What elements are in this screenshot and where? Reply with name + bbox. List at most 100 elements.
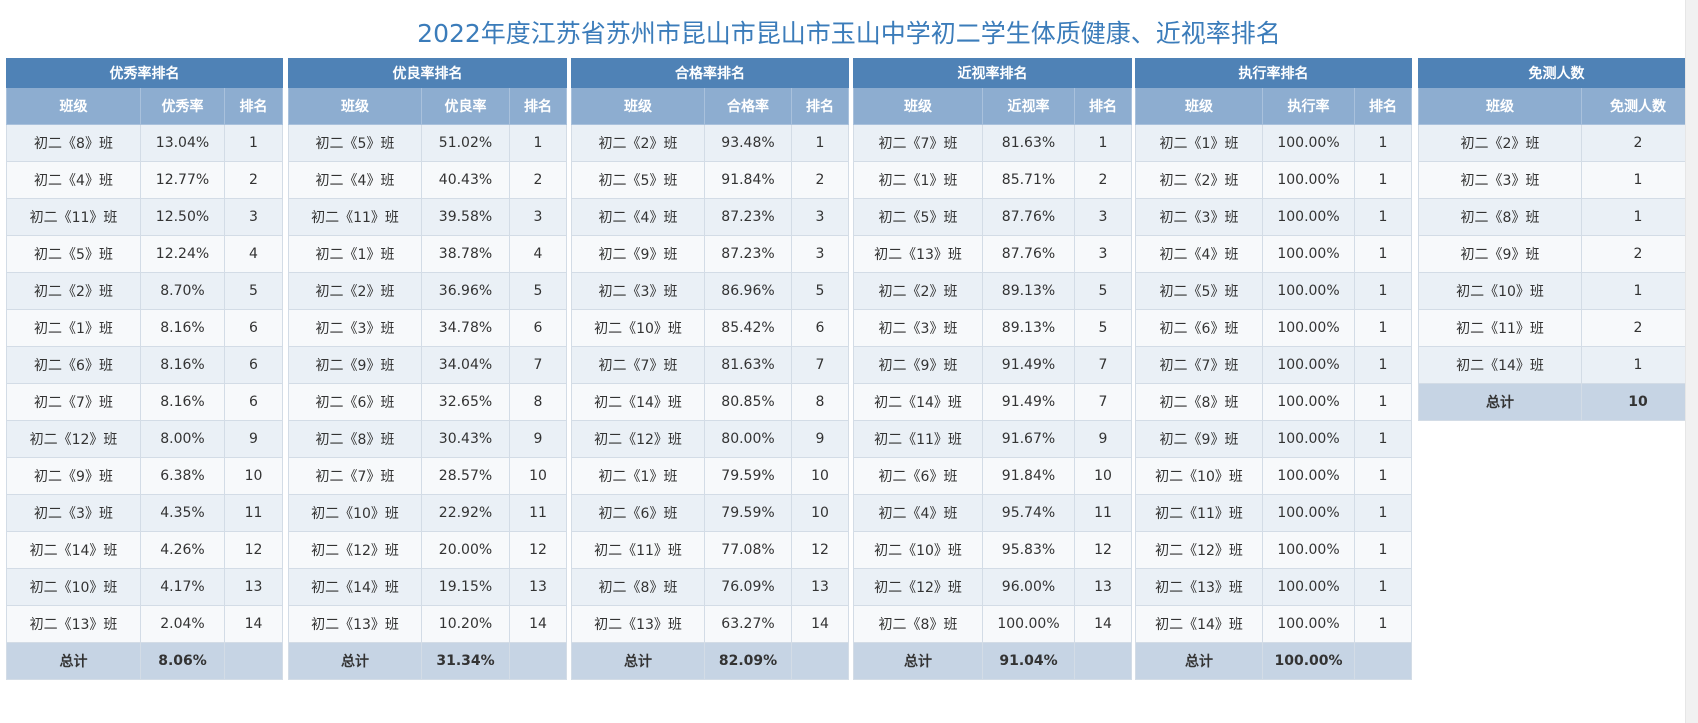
table-row: 初二《8》班 30.43% 9	[288, 420, 568, 458]
table-cell: 初二《10》班	[288, 494, 422, 532]
table-row: 初二《2》班 89.13% 5	[853, 272, 1133, 310]
table-row: 初二《13》班 63.27% 14	[571, 605, 850, 643]
total-cell: 总计	[853, 642, 983, 680]
table-cell: 初二《13》班	[853, 235, 983, 273]
table-cell: 85.42%	[704, 309, 792, 347]
table-row: 初二《12》班 80.00% 9	[571, 420, 850, 458]
total-row: 总计 82.09%	[571, 642, 850, 680]
table-cell: 初二《5》班	[288, 124, 422, 162]
total-cell: 总计	[571, 642, 705, 680]
pass-rate-table: 合格率排名 班级 合格率 排名 初二《2》班 93.48% 1 初二《5》班 91.84% 2 初二…	[570, 58, 850, 680]
table-cell: 81.63%	[704, 346, 792, 384]
table-cell: 初二《8》班	[6, 124, 141, 162]
table-cell: 20.00%	[421, 531, 510, 569]
table-cell: 初二《1》班	[1135, 124, 1263, 162]
table-cell: 100.00%	[1262, 235, 1355, 273]
column-header: 排名	[1353, 87, 1413, 125]
table-cell: 96.00%	[982, 568, 1075, 606]
table-cell: 51.02%	[421, 124, 510, 162]
table-cell: 6	[790, 309, 850, 347]
table-cell: 初二《14》班	[1418, 346, 1582, 384]
table-header-row: 班级 执行率 排名	[1135, 87, 1413, 125]
page-title: 2022年度江苏省苏州市昆山市昆山市玉山中学初二学生体质健康、近视率排名	[417, 19, 1281, 48]
table-row: 初二《8》班 100.00% 1	[1135, 383, 1413, 421]
table-cell: 34.04%	[421, 346, 510, 384]
execution-rate-table: 执行率排名 班级 执行率 排名 初二《1》班 100.00% 1 初二《2》班 100.00% 1…	[1134, 58, 1413, 680]
table-cell: 63.27%	[704, 605, 792, 643]
table-cell: 91.67%	[982, 420, 1075, 458]
table-row: 初二《9》班 91.49% 7	[853, 346, 1133, 384]
table-row: 初二《10》班 95.83% 12	[853, 531, 1133, 569]
table-row: 初二《3》班 100.00% 1	[1135, 198, 1413, 236]
table-cell: 36.96%	[421, 272, 510, 310]
table-row: 初二《11》班 12.50% 3	[6, 198, 284, 236]
table-row: 初二《4》班 40.43% 2	[288, 161, 568, 199]
table-cell: 100.00%	[1262, 457, 1355, 495]
table-header-row: 班级 合格率 排名	[571, 87, 850, 125]
table-cell: 初二《7》班	[571, 346, 705, 384]
table-cell: 9	[790, 420, 850, 458]
table-row: 初二《14》班 4.26% 12	[6, 531, 284, 569]
table-cell: 1	[1581, 272, 1695, 310]
table-cell: 30.43%	[421, 420, 510, 458]
table-cell: 100.00%	[1262, 568, 1355, 606]
table-cell: 初二《1》班	[6, 309, 141, 347]
total-row: 总计 100.00%	[1135, 642, 1413, 680]
table-cell: 6	[223, 309, 284, 347]
table-cell: 初二《3》班	[6, 494, 141, 532]
table-cell: 6	[223, 383, 284, 421]
table-cell: 初二《14》班	[288, 568, 422, 606]
table-caption: 执行率排名	[1134, 58, 1413, 88]
table-row: 初二《6》班 91.84% 10	[853, 457, 1133, 495]
table-caption: 优秀率排名	[5, 58, 284, 88]
table-cell: 1	[1353, 161, 1413, 199]
table-cell: 1	[1353, 124, 1413, 162]
table-cell: 8	[790, 383, 850, 421]
table-cell: 100.00%	[1262, 198, 1355, 236]
table-cell: 初二《5》班	[853, 198, 983, 236]
table-cell: 1	[1581, 346, 1695, 384]
table-row: 初二《10》班 100.00% 1	[1135, 457, 1413, 495]
table-cell: 3	[508, 198, 568, 236]
table-cell: 11	[508, 494, 568, 532]
table-cell: 3	[1073, 235, 1133, 273]
table-row: 初二《1》班 100.00% 1	[1135, 124, 1413, 162]
table-cell: 初二《5》班	[1135, 272, 1263, 310]
table-cell: 76.09%	[704, 568, 792, 606]
table-cell: 1	[790, 124, 850, 162]
table-row: 初二《5》班 12.24% 4	[6, 235, 284, 273]
table-cell: 初二《6》班	[853, 457, 983, 495]
table-cell: 初二《13》班	[288, 605, 422, 643]
total-cell: 10	[1581, 383, 1695, 421]
table-row: 初二《10》班 85.42% 6	[571, 309, 850, 347]
table-row: 初二《7》班 8.16% 6	[6, 383, 284, 421]
total-cell: 31.34%	[421, 642, 510, 680]
table-row: 初二《9》班 87.23% 3	[571, 235, 850, 273]
table-cell: 100.00%	[1262, 494, 1355, 532]
table-row: 初二《13》班 87.76% 3	[853, 235, 1133, 273]
table-cell: 初二《13》班	[6, 605, 141, 643]
table-cell: 初二《11》班	[571, 531, 705, 569]
table-cell: 12.77%	[140, 161, 225, 199]
column-header: 执行率	[1262, 87, 1355, 125]
table-row: 初二《5》班 91.84% 2	[571, 161, 850, 199]
table-cell: 6.38%	[140, 457, 225, 495]
table-cell: 初二《14》班	[853, 383, 983, 421]
table-cell: 初二《5》班	[6, 235, 141, 273]
myopia-rate-table: 近视率排名 班级 近视率 排名 初二《7》班 81.63% 1 初二《1》班 85.71% 2 初二…	[852, 58, 1133, 680]
vertical-scrollbar[interactable]	[1685, 0, 1698, 723]
table-row: 初二《1》班 79.59% 10	[571, 457, 850, 495]
table-cell: 初二《10》班	[571, 309, 705, 347]
table-cell: 1	[1353, 309, 1413, 347]
table-row: 初二《3》班 1	[1418, 161, 1695, 199]
table-cell: 19.15%	[421, 568, 510, 606]
table-cell: 1	[1581, 161, 1695, 199]
table-cell: 12.50%	[140, 198, 225, 236]
table-cell: 7	[790, 346, 850, 384]
table-cell: 14	[790, 605, 850, 643]
table-cell: 14	[508, 605, 568, 643]
table-cell: 8.16%	[140, 346, 225, 384]
total-row: 总计 8.06%	[6, 642, 284, 680]
table-row: 初二《6》班 100.00% 1	[1135, 309, 1413, 347]
table-cell: 初二《12》班	[853, 568, 983, 606]
